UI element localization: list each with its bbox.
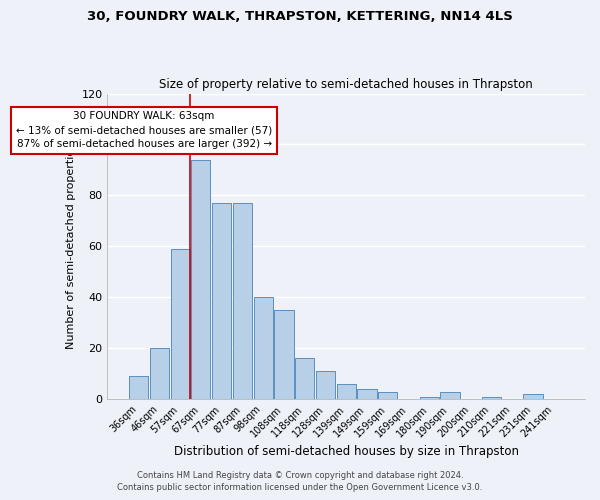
Bar <box>337 384 356 399</box>
Bar <box>358 389 377 399</box>
Bar <box>378 392 397 399</box>
Bar <box>150 348 169 399</box>
Bar <box>295 358 314 399</box>
Bar <box>482 396 501 399</box>
Text: Contains HM Land Registry data © Crown copyright and database right 2024.
Contai: Contains HM Land Registry data © Crown c… <box>118 471 482 492</box>
Text: 30, FOUNDRY WALK, THRAPSTON, KETTERING, NN14 4LS: 30, FOUNDRY WALK, THRAPSTON, KETTERING, … <box>87 10 513 23</box>
Bar <box>170 249 190 399</box>
Bar <box>129 376 148 399</box>
Bar <box>274 310 293 399</box>
Bar <box>523 394 542 399</box>
Text: 30 FOUNDRY WALK: 63sqm
← 13% of semi-detached houses are smaller (57)
87% of sem: 30 FOUNDRY WALK: 63sqm ← 13% of semi-det… <box>16 112 272 150</box>
Bar <box>233 203 252 399</box>
Y-axis label: Number of semi-detached properties: Number of semi-detached properties <box>66 144 76 350</box>
X-axis label: Distribution of semi-detached houses by size in Thrapston: Distribution of semi-detached houses by … <box>174 444 519 458</box>
Title: Size of property relative to semi-detached houses in Thrapston: Size of property relative to semi-detach… <box>160 78 533 91</box>
Bar <box>440 392 460 399</box>
Bar <box>212 203 231 399</box>
Bar <box>316 371 335 399</box>
Bar <box>191 160 211 399</box>
Bar <box>419 396 439 399</box>
Bar <box>254 298 273 399</box>
